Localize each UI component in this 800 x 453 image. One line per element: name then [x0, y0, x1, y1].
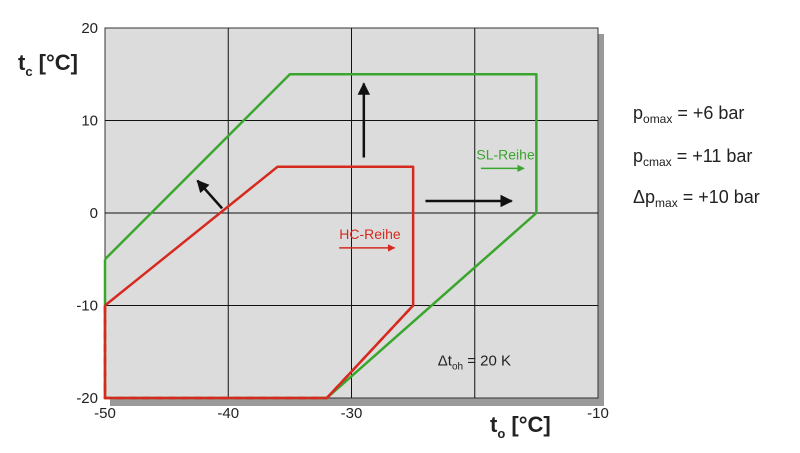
series-label-hc-reihe: HC-Reihe	[339, 226, 401, 242]
series-labels: SL-Reihe HC-Reihe	[339, 146, 535, 252]
y-tick-label: 20	[81, 20, 98, 37]
tick-labels: -50 -40 -30 -10 -20 -10 0 10 20	[76, 20, 609, 422]
expansion-arrow	[196, 179, 224, 210]
superheat-annotation: Δtoh = 20 K	[438, 353, 511, 373]
y-tick-label: -20	[76, 390, 98, 407]
p-omax-note: pomax = +6 bar	[633, 103, 745, 126]
x-tick-label: -30	[341, 405, 363, 422]
grid	[105, 28, 598, 398]
y-tick-label: -10	[76, 298, 98, 315]
y-tick-label: 10	[81, 113, 98, 130]
x-tick-label: -50	[94, 405, 116, 422]
y-tick-label: 0	[90, 205, 98, 222]
x-tick-label: -40	[217, 405, 239, 422]
y-axis-title: tc [°C]	[18, 50, 78, 79]
x-axis-title: to [°C]	[490, 412, 551, 441]
shared-boundary-dashes	[103, 304, 415, 400]
series-layer	[103, 73, 538, 400]
p-cmax-note: pcmax = +11 bar	[633, 146, 753, 169]
series-label-sl-reihe: SL-Reihe	[476, 146, 535, 162]
dp-max-note: Δpmax = +10 bar	[633, 187, 760, 210]
x-tick-label: -10	[587, 405, 609, 422]
expansion-arrows	[196, 82, 513, 210]
